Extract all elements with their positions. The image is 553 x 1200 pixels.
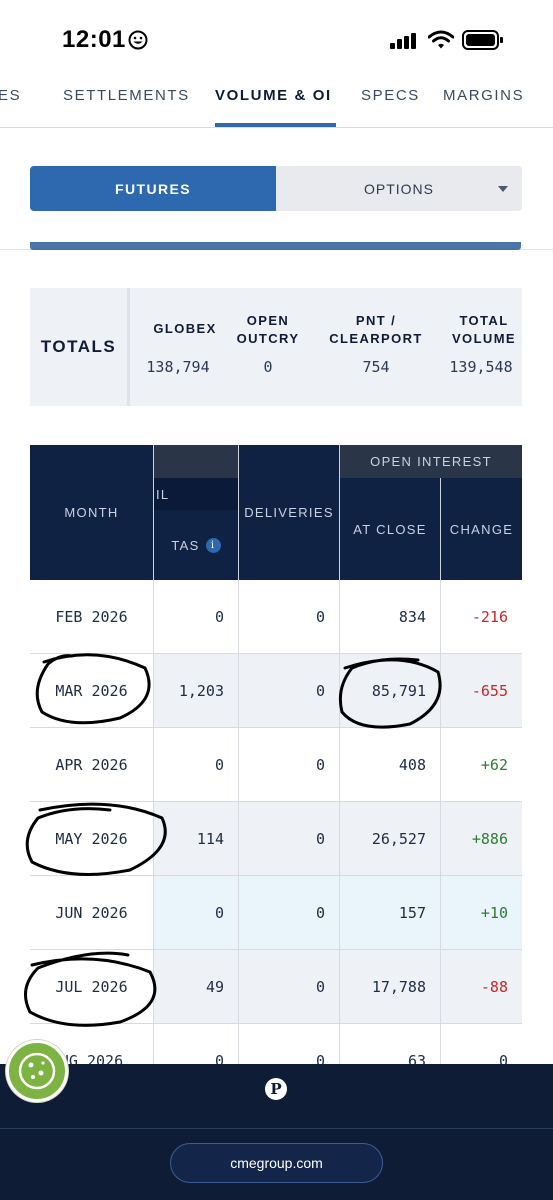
month-cell: FEB 2026 — [30, 580, 154, 653]
futures-button[interactable]: FUTURES — [30, 166, 276, 211]
header-deliveries: DELIVERIES — [239, 445, 340, 580]
change-cell: +62 — [441, 728, 522, 801]
totals-summary: TOTALS GLOBEX OPEN OUTCRY PNT / CLEARPOR… — [30, 288, 522, 406]
product-tabs: ES SETTLEMENTS VOLUME & OI SPECS MARGINS — [0, 72, 553, 128]
at-close-cell: 85,791 — [340, 654, 441, 727]
tas-cell: 49 — [154, 950, 239, 1023]
totals-value-clearport: 754 — [362, 358, 390, 376]
tab-volume-oi[interactable]: VOLUME & OI — [215, 87, 332, 104]
header-month: MONTH — [30, 445, 154, 580]
header-open-interest: OPEN INTEREST — [340, 445, 522, 478]
deliveries-cell: 0 — [239, 728, 340, 801]
table-row[interactable]: MAR 2026 1,203 0 85,791 -655 — [30, 654, 522, 728]
header-change: CHANGE — [441, 478, 522, 580]
options-dropdown[interactable]: OPTIONS — [276, 166, 522, 211]
change-cell: -88 — [441, 950, 522, 1023]
tab-specs[interactable]: SPECS — [361, 87, 420, 104]
totals-value-globex: 138,794 — [146, 358, 210, 376]
share-bar: P — [0, 1064, 553, 1128]
options-label: OPTIONS — [363, 180, 434, 197]
tas-cell: 1,203 — [154, 654, 239, 727]
totals-header-open-outcry: OPEN OUTCRY — [236, 313, 300, 346]
tab-settlements[interactable]: SETTLEMENTS — [63, 87, 190, 104]
at-close-cell: 17,788 — [340, 950, 441, 1023]
wifi-icon — [428, 30, 454, 49]
info-icon[interactable]: i — [205, 537, 221, 553]
totals-value-open-outcry: 0 — [263, 358, 273, 376]
tab-es[interactable]: ES — [0, 87, 22, 104]
deliveries-cell: 0 — [239, 876, 340, 949]
header-at-close: AT CLOSE — [340, 478, 441, 580]
header-tas-label: TAS — [171, 537, 200, 553]
cellular-signal-icon — [390, 33, 416, 49]
panel-accent-bar — [30, 242, 521, 250]
tas-cell: 0 — [154, 580, 239, 653]
table-row[interactable]: JUL 2026 49 0 17,788 -88 — [30, 950, 522, 1024]
totals-value-total-volume: 139,548 — [449, 358, 513, 376]
chevron-down-icon — [498, 186, 508, 192]
totals-header-clearport: PNT / CLEARPORT — [329, 313, 423, 346]
active-tab-indicator — [215, 123, 336, 127]
month-cell: MAR 2026 — [30, 654, 154, 727]
at-close-cell: 26,527 — [340, 802, 441, 875]
tab-margins[interactable]: MARGINS — [443, 87, 525, 104]
tas-cell: 0 — [154, 876, 239, 949]
change-cell: +886 — [441, 802, 522, 875]
totals-header-globex: GLOBEX — [153, 321, 217, 336]
table-row[interactable]: APR 2026 0 0 408 +62 — [30, 728, 522, 802]
change-cell: -655 — [441, 654, 522, 727]
tas-cell: 114 — [154, 802, 239, 875]
totals-label: TOTALS — [30, 288, 130, 406]
address-pill[interactable]: cmegroup.com — [170, 1143, 383, 1183]
header-tas: TAS i — [154, 510, 239, 580]
change-cell: +10 — [441, 876, 522, 949]
cookie-icon — [18, 1052, 56, 1090]
status-time: 12:01 — [62, 26, 126, 53]
deliveries-cell: 0 — [239, 580, 340, 653]
month-cell: JUL 2026 — [30, 950, 154, 1023]
table-row[interactable]: JUN 2026 0 0 157 +10 — [30, 876, 522, 950]
table-row[interactable]: MAY 2026 114 0 26,527 +886 — [30, 802, 522, 876]
month-cell: APR 2026 — [30, 728, 154, 801]
browser-address-bar: cmegroup.com — [0, 1128, 553, 1200]
cookie-settings-button[interactable] — [6, 1040, 68, 1102]
header-volume-group — [154, 445, 239, 478]
deliveries-cell: 0 — [239, 654, 340, 727]
month-cell: JUN 2026 — [30, 876, 154, 949]
futures-options-toggle: FUTURES OPTIONS — [30, 166, 522, 211]
at-close-cell: 157 — [340, 876, 441, 949]
tas-cell: 0 — [154, 728, 239, 801]
deliveries-cell: 0 — [239, 950, 340, 1023]
pinterest-icon[interactable]: P — [265, 1078, 287, 1100]
at-close-cell: 408 — [340, 728, 441, 801]
at-close-cell: 834 — [340, 580, 441, 653]
totals-header-total-volume: TOTAL VOLUME — [451, 313, 516, 346]
change-cell: -216 — [441, 580, 522, 653]
table-row[interactable]: FEB 2026 0 0 834 -216 — [30, 580, 522, 654]
status-bar: 12:01 — [0, 0, 553, 72]
battery-icon — [462, 30, 503, 50]
header-il: IL — [154, 478, 239, 510]
deliveries-cell: 0 — [239, 802, 340, 875]
smiley-icon — [128, 30, 148, 50]
month-cell: MAY 2026 — [30, 802, 154, 875]
